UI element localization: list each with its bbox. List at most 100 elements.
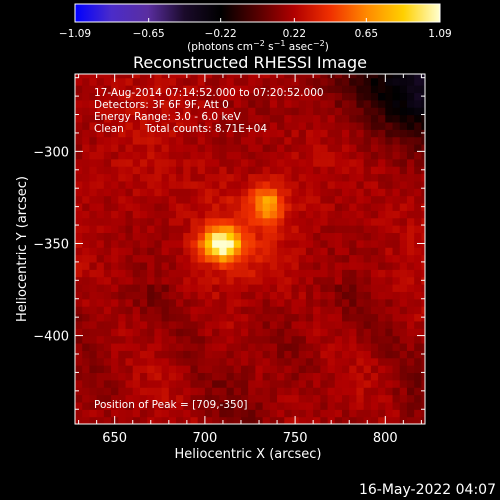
heatmap-cell (291, 188, 300, 197)
heatmap-cell (313, 195, 321, 204)
heatmap-cell (204, 284, 213, 292)
heatmap-cell (363, 85, 372, 94)
heatmap-cell (349, 99, 358, 108)
heatmap-cell (284, 202, 293, 211)
heatmap-cell (147, 342, 155, 351)
heatmap-cell (363, 328, 372, 337)
heatmap-cell (255, 92, 264, 101)
heatmap-cell (219, 107, 228, 116)
heatmap-cell (385, 217, 394, 226)
heatmap-cell (262, 92, 271, 101)
heatmap-cell (277, 232, 285, 241)
heatmap-cell (125, 151, 134, 160)
heatmap-cell (168, 158, 177, 167)
heatmap-cell (399, 320, 408, 329)
heatmap-cell (219, 144, 228, 152)
heatmap-cell (406, 372, 415, 381)
heatmap-cell (255, 387, 264, 396)
heatmap-cell (334, 372, 343, 381)
heatmap-cell (334, 298, 343, 307)
footer-timestamp: 16-May-2022 04:07 (359, 482, 496, 498)
heatmap-cell (139, 225, 148, 234)
heatmap-cell (406, 188, 415, 197)
heatmap-cell (204, 387, 213, 396)
heatmap-cell (334, 225, 343, 234)
chart-title: Reconstructed RHESSI Image (133, 53, 367, 72)
heatmap-cell (176, 114, 184, 123)
heatmap-cell (161, 350, 170, 359)
heatmap-cell (291, 121, 300, 130)
heatmap-cell (356, 232, 365, 241)
heatmap-cell (161, 298, 170, 307)
heatmap-cell (334, 85, 343, 94)
heatmap-cell (378, 114, 386, 123)
heatmap-cell (349, 276, 358, 285)
heatmap-cell (399, 254, 408, 263)
heatmap-cell (147, 313, 155, 322)
heatmap-cell (363, 335, 372, 344)
heatmap-cell (132, 151, 141, 160)
heatmap-cell (190, 416, 199, 424)
heatmap-cell (255, 232, 264, 241)
heatmap-cell (197, 365, 206, 374)
heatmap-cell (342, 342, 350, 351)
heatmap-cell (363, 151, 372, 160)
heatmap-cell (406, 166, 415, 175)
heatmap-cell (342, 158, 350, 167)
heatmap-cell (406, 99, 415, 108)
heatmap-cell (305, 387, 314, 396)
heatmap-cell (392, 306, 401, 315)
heatmap-cell (298, 372, 307, 381)
heatmap-cell (89, 121, 98, 130)
heatmap-cell (414, 188, 422, 197)
heatmap-cell (226, 107, 235, 116)
heatmap-cell (139, 129, 148, 138)
heatmap-cell (75, 107, 83, 116)
heatmap-cell (111, 217, 119, 226)
heatmap-cell (262, 210, 271, 219)
heatmap-cell (262, 166, 271, 175)
heatmap-cell (277, 306, 285, 315)
heatmap-cell (421, 107, 425, 116)
heatmap-cell (139, 74, 148, 79)
colorbar-tick-label: −0.22 (205, 28, 237, 40)
heatmap-cell (82, 121, 91, 130)
heatmap-cell (103, 261, 112, 270)
heatmap-cell (248, 328, 257, 337)
heatmap-cell (161, 387, 170, 396)
heatmap-cell (103, 379, 112, 388)
heatmap-cell (378, 74, 386, 79)
heatmap-cell (118, 92, 127, 101)
heatmap-cell (226, 313, 235, 322)
heatmap-cell (183, 77, 192, 86)
heatmap-cell (204, 129, 213, 138)
heatmap-cell (305, 372, 314, 381)
heatmap-cell (233, 114, 242, 123)
heatmap-cell (183, 357, 192, 366)
heatmap-cell (240, 121, 249, 130)
heatmap-cell (132, 350, 141, 359)
heatmap-cell (103, 276, 112, 285)
heatmap-cell (414, 284, 422, 292)
heatmap-cell (212, 180, 220, 189)
heatmap-cell (161, 313, 170, 322)
heatmap-cell (399, 357, 408, 366)
heatmap-cell (82, 306, 91, 315)
heatmap-cell (161, 320, 170, 329)
heatmap-cell (327, 379, 336, 388)
heatmap-cell (370, 320, 379, 329)
heatmap-cell (204, 291, 213, 300)
heatmap-cell (421, 261, 425, 270)
heatmap-cell (248, 166, 257, 175)
heatmap-cell (327, 342, 336, 351)
heatmap-cell (291, 313, 300, 322)
heatmap-cell (118, 180, 127, 189)
heatmap-cell (132, 409, 141, 418)
heatmap-cell (399, 180, 408, 189)
heatmap-cell (334, 320, 343, 329)
heatmap-cell (168, 225, 177, 234)
heatmap-cell (82, 350, 91, 359)
heatmap-cell (204, 335, 213, 344)
heatmap-cell (378, 247, 386, 256)
heatmap-cell (327, 365, 336, 374)
